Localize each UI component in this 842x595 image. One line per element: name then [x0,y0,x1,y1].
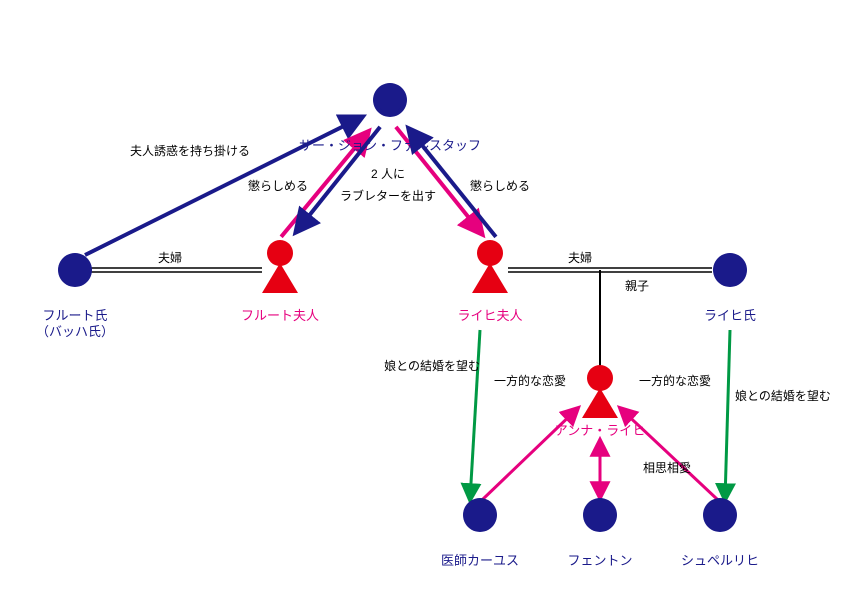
male-icon [713,253,747,287]
female-icon [262,240,298,293]
edge-label: 一方的な恋愛 [494,373,566,388]
person-label: サー・ジョン・ファルスタッフ [299,138,481,153]
male-icon [703,498,737,532]
edge-label: 懲らしめる [248,178,308,193]
male-icon [58,253,92,287]
person-label: フェントン [567,553,632,568]
relation-arrow [482,408,578,500]
male-icon [463,498,497,532]
person-label: フルート氏（バッハ氏） [36,308,114,339]
female-icon [582,365,618,418]
edge-label: ラブレターを出す [340,188,436,203]
person-label: フルート夫人 [241,308,319,323]
person-label: シュペルリヒ [681,553,759,568]
female-icon [472,240,508,293]
edge-label: 夫婦 [158,250,182,265]
edge-label: 夫婦 [568,250,592,265]
edge-label: 娘との結婚を望む [735,388,831,403]
male-icon [583,498,617,532]
person-label: ライヒ夫人 [457,308,522,323]
edge-label: 相思相愛 [643,461,691,475]
relation-arrow [725,330,730,500]
person-label: アンナ・ライヒ [555,423,645,438]
relation-arrow [620,408,718,500]
relation-arrow [470,330,480,500]
person-label: 医師カーユス [441,553,519,568]
edge-label: 2 人に [371,167,405,181]
relationship-diagram: 夫婦夫婦親子夫人誘惑を持ち掛ける懲らしめる2 人に懲らしめる娘との結婚を望む娘と… [0,0,842,595]
male-icon [373,83,407,117]
edge-label: 夫人誘惑を持ち掛ける [130,143,250,158]
edge-label: 娘との結婚を望む [384,358,480,373]
edge-label: 懲らしめる [470,178,530,193]
edge-label: 親子 [625,279,649,293]
person-label: ライヒ氏 [704,308,756,323]
edge-label: 一方的な恋愛 [639,373,711,388]
